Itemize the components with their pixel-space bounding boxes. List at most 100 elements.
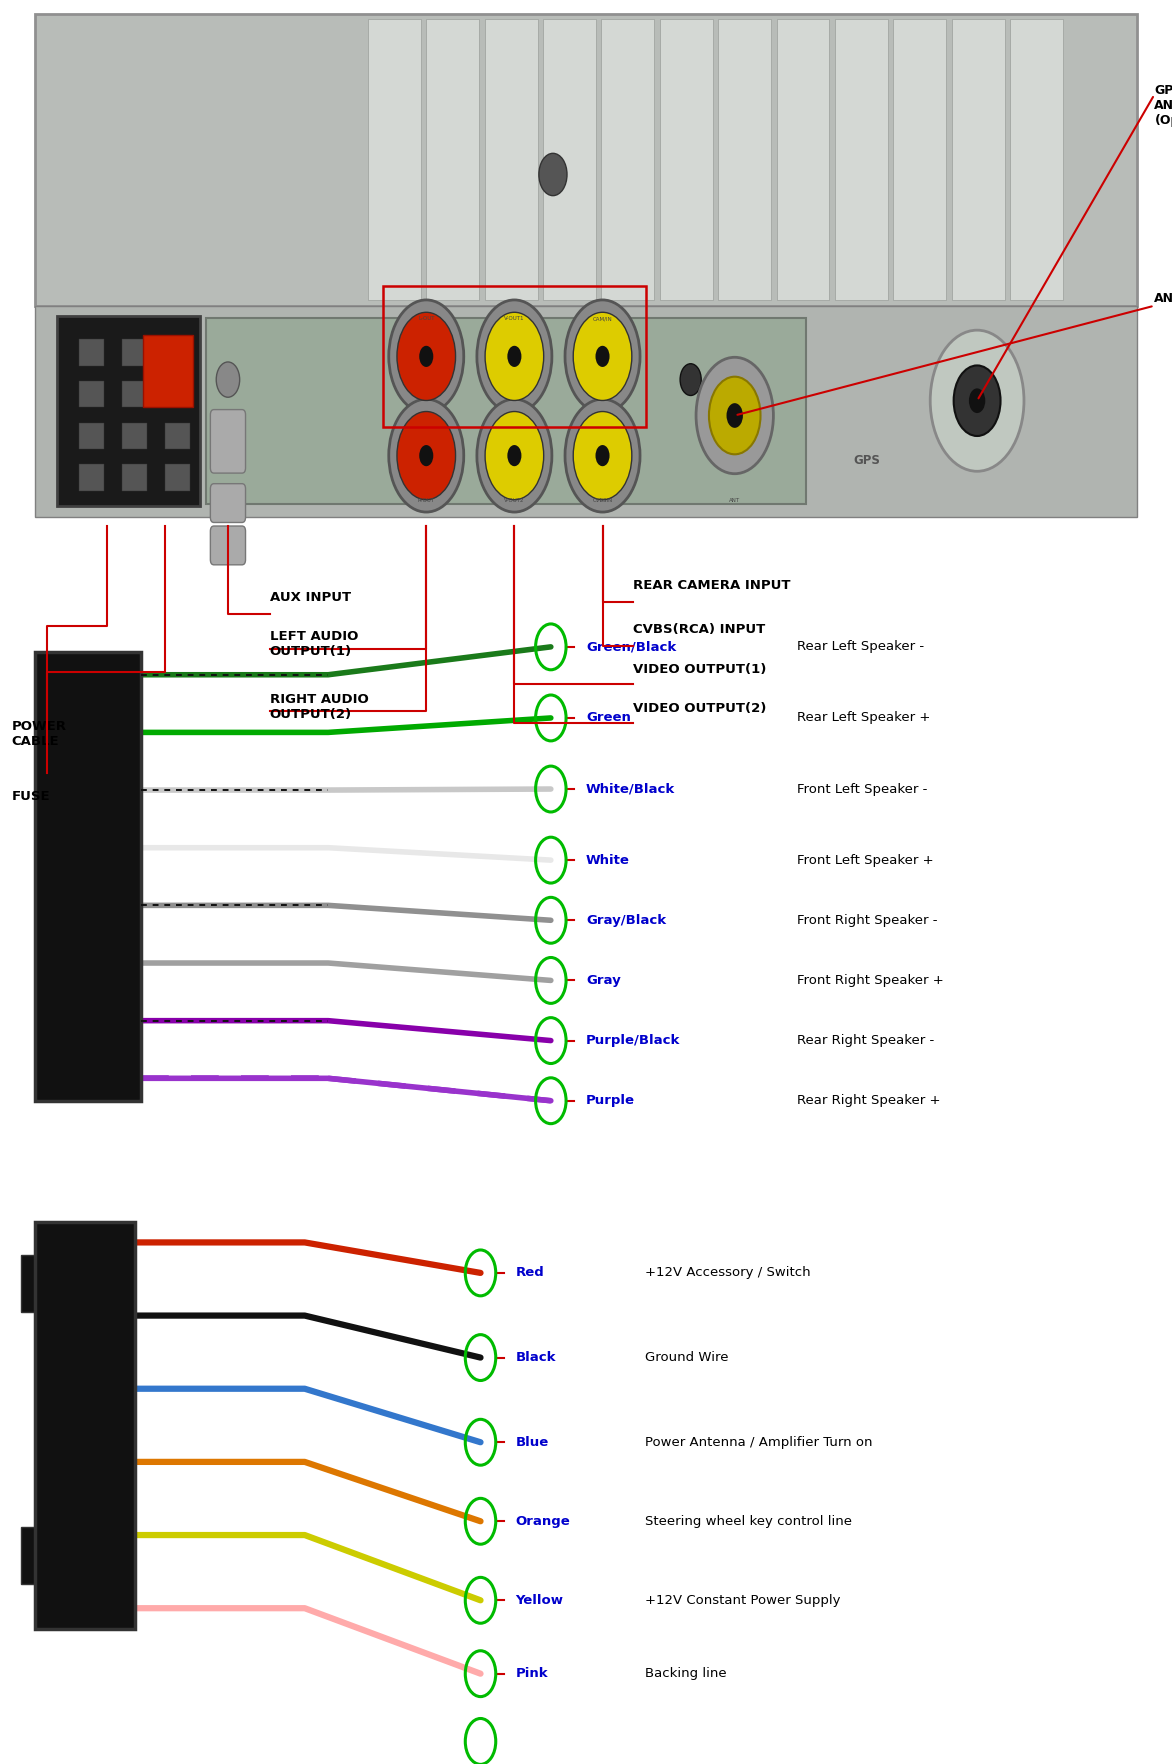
Text: AUX INPUT: AUX INPUT	[270, 591, 350, 603]
FancyBboxPatch shape	[210, 483, 245, 522]
Circle shape	[397, 411, 456, 499]
Bar	[834, 19, 888, 300]
Circle shape	[539, 153, 567, 196]
Circle shape	[389, 399, 464, 512]
Circle shape	[573, 312, 632, 400]
Bar	[718, 19, 771, 300]
Bar	[122, 464, 148, 490]
Bar	[143, 335, 193, 407]
Bar	[21, 1528, 36, 1584]
Text: Front Right Speaker +: Front Right Speaker +	[797, 974, 943, 986]
Text: Front Left Speaker +: Front Left Speaker +	[797, 854, 934, 866]
Bar	[164, 464, 190, 490]
Text: Rear Right Speaker +: Rear Right Speaker +	[797, 1094, 940, 1108]
Circle shape	[565, 399, 640, 512]
Text: CAM/IN: CAM/IN	[593, 316, 613, 321]
Bar	[427, 19, 479, 300]
Text: Gray: Gray	[586, 974, 621, 986]
Bar	[164, 381, 190, 407]
Text: Pink: Pink	[516, 1667, 548, 1679]
Text: LEFT AUDIO
OUTPUT(1): LEFT AUDIO OUTPUT(1)	[270, 630, 357, 658]
Text: V-OUT1: V-OUT1	[504, 316, 525, 321]
Bar	[777, 19, 830, 300]
Circle shape	[477, 399, 552, 512]
Text: VIDEO OUTPUT(2): VIDEO OUTPUT(2)	[633, 702, 766, 714]
Bar	[79, 381, 104, 407]
Text: Rear Left Speaker -: Rear Left Speaker -	[797, 640, 924, 653]
Circle shape	[680, 363, 701, 395]
Bar	[122, 339, 148, 365]
Circle shape	[420, 346, 434, 367]
Bar	[35, 14, 1137, 305]
Text: ANT: ANT	[729, 497, 741, 503]
Text: Ground Wire: Ground Wire	[645, 1351, 728, 1364]
Text: Front Left Speaker -: Front Left Speaker -	[797, 783, 927, 796]
Text: POWER
CABLE: POWER CABLE	[12, 720, 67, 748]
Text: V-OUT2: V-OUT2	[504, 497, 525, 503]
Circle shape	[477, 300, 552, 413]
Bar	[79, 464, 104, 490]
Text: Front Right Speaker -: Front Right Speaker -	[797, 914, 938, 926]
Text: +12V Constant Power Supply: +12V Constant Power Supply	[645, 1595, 840, 1607]
Text: VIDEO OUTPUT(1): VIDEO OUTPUT(1)	[633, 663, 766, 676]
Text: Yellow: Yellow	[516, 1595, 564, 1607]
Bar	[35, 1222, 135, 1628]
Circle shape	[696, 358, 774, 475]
Bar	[122, 423, 148, 450]
Bar	[164, 423, 190, 450]
Text: CVBS(RCA) INPUT: CVBS(RCA) INPUT	[633, 623, 765, 635]
Text: Purple: Purple	[586, 1094, 635, 1108]
Circle shape	[565, 300, 640, 413]
Circle shape	[573, 411, 632, 499]
Bar	[21, 1254, 36, 1311]
Text: Steering wheel key control line: Steering wheel key control line	[645, 1515, 852, 1528]
Circle shape	[507, 445, 522, 466]
Text: Green: Green	[586, 711, 631, 725]
Text: Gray/Black: Gray/Black	[586, 914, 666, 926]
Circle shape	[389, 300, 464, 413]
Text: GPS: GPS	[853, 453, 880, 467]
Bar	[1010, 19, 1063, 300]
Bar	[660, 19, 713, 300]
Circle shape	[420, 445, 434, 466]
Text: CVBSIN: CVBSIN	[592, 497, 613, 503]
Bar	[893, 19, 946, 300]
Bar	[952, 19, 1004, 300]
Bar	[543, 19, 595, 300]
Bar	[35, 305, 1137, 517]
Text: Purple/Black: Purple/Black	[586, 1034, 681, 1048]
Circle shape	[709, 377, 761, 455]
Text: REAR CAMERA INPUT: REAR CAMERA INPUT	[633, 579, 790, 591]
Circle shape	[969, 388, 986, 413]
Circle shape	[727, 404, 743, 429]
Text: White/Black: White/Black	[586, 783, 675, 796]
Text: Power Antenna / Amplifier Turn on: Power Antenna / Amplifier Turn on	[645, 1436, 872, 1448]
Circle shape	[931, 330, 1024, 471]
Text: Black: Black	[516, 1351, 557, 1364]
Text: Green/Black: Green/Black	[586, 640, 676, 653]
Bar	[35, 653, 141, 1101]
FancyBboxPatch shape	[210, 409, 245, 473]
Text: Blue: Blue	[516, 1436, 548, 1448]
Circle shape	[485, 312, 544, 400]
Circle shape	[954, 365, 1001, 436]
Text: +12V Accessory / Switch: +12V Accessory / Switch	[645, 1267, 810, 1279]
Text: RIGHT AUDIO
OUTPUT(2): RIGHT AUDIO OUTPUT(2)	[270, 693, 368, 721]
Text: Rear Right Speaker -: Rear Right Speaker -	[797, 1034, 934, 1048]
Bar	[122, 381, 148, 407]
Circle shape	[595, 445, 609, 466]
Bar	[485, 19, 538, 300]
Bar	[79, 339, 104, 365]
Text: Rear Left Speaker +: Rear Left Speaker +	[797, 711, 931, 725]
Text: Orange: Orange	[516, 1515, 571, 1528]
Text: L-OUT: L-OUT	[418, 316, 435, 321]
Text: Backing line: Backing line	[645, 1667, 727, 1679]
Text: GPS
ANTENNA
(Optional): GPS ANTENNA (Optional)	[1154, 85, 1172, 127]
Bar	[383, 286, 646, 427]
FancyBboxPatch shape	[210, 526, 245, 564]
Circle shape	[485, 411, 544, 499]
Bar	[57, 316, 200, 506]
Circle shape	[595, 346, 609, 367]
Circle shape	[507, 346, 522, 367]
Text: FUSE: FUSE	[12, 790, 50, 803]
